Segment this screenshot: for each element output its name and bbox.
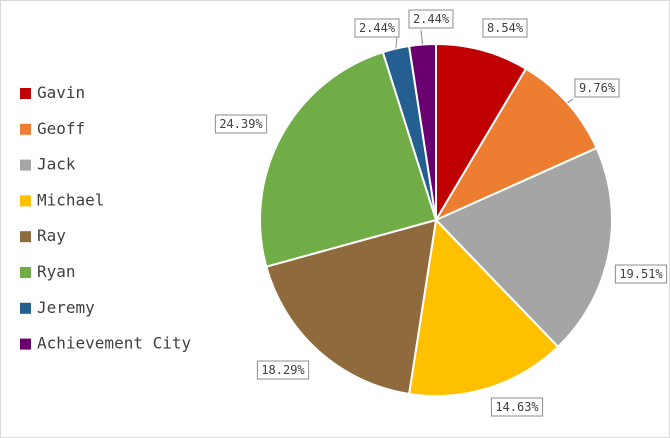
data-label-ryan: 24.39% [214,114,268,134]
pie-slice-ray [265,218,438,396]
legend: Gavin Geoff Jack Michael Ray Ryan Jeremy Achiev… [20,83,191,353]
pie-slice-gavin [435,42,528,224]
legend-swatch [20,159,31,171]
legend-label: Gavin [37,83,85,102]
data-label-jack: 19.51% [614,264,668,284]
legend-label: Achievement City [37,334,191,353]
legend-item-achievement-city: Achievement City [20,334,191,353]
data-label-achievement-city: 2.44% [408,9,454,29]
leader-line-jeremy [395,35,398,49]
data-label-ray: 18.29% [256,360,310,380]
legend-swatch [20,338,31,350]
data-labels: 8.54% 9.76% 19.51% 14.63% 18.29% 24.39% 2.44% 2… [214,9,668,417]
svg-text:14.63%: 14.63% [495,400,539,414]
legend-label: Jack [37,155,76,174]
svg-text:2.44%: 2.44% [413,12,450,26]
svg-text:24.39%: 24.39% [219,117,263,131]
legend-swatch [20,88,31,99]
legend-item-ray: Ray [20,226,66,245]
legend-swatch [20,267,31,278]
legend-swatch [20,123,31,135]
legend-label: Ray [37,226,66,245]
legend-label: Jeremy [37,298,95,317]
pie-slice-achievement-city [407,42,437,221]
legend-swatch [20,302,31,314]
legend-item-gavin: Gavin [20,83,85,102]
legend-label: Geoff [37,119,85,138]
svg-text:18.29%: 18.29% [261,363,305,377]
legend-item-michael: Michael [20,190,104,209]
svg-text:2.44%: 2.44% [359,21,396,35]
data-label-gavin: 8.54% [482,18,528,38]
pie-slice-michael [407,217,560,397]
label-leader-lines [395,29,574,104]
svg-text:8.54%: 8.54% [487,21,524,35]
legend-item-ryan: Ryan [20,262,76,281]
svg-text:9.76%: 9.76% [579,81,616,95]
legend-label: Ryan [37,262,76,281]
pie-slice-jack [434,146,613,349]
leader-line-achievement-city [420,29,424,45]
svg-text:19.51%: 19.51% [619,267,663,281]
legend-item-jeremy: Jeremy [20,298,95,317]
data-label-michael: 14.63% [490,397,544,417]
data-label-geoff: 9.76% [574,78,620,98]
legend-item-geoff: Geoff [20,119,85,138]
data-label-jeremy: 2.44% [354,18,400,38]
pie-slices [259,42,613,397]
legend-swatch [20,231,31,243]
legend-item-jack: Jack [20,155,76,174]
legend-label: Michael [37,190,104,209]
legend-swatch [20,195,31,207]
pie-slice-ryan [259,50,438,268]
leader-line-geoff [567,98,574,104]
